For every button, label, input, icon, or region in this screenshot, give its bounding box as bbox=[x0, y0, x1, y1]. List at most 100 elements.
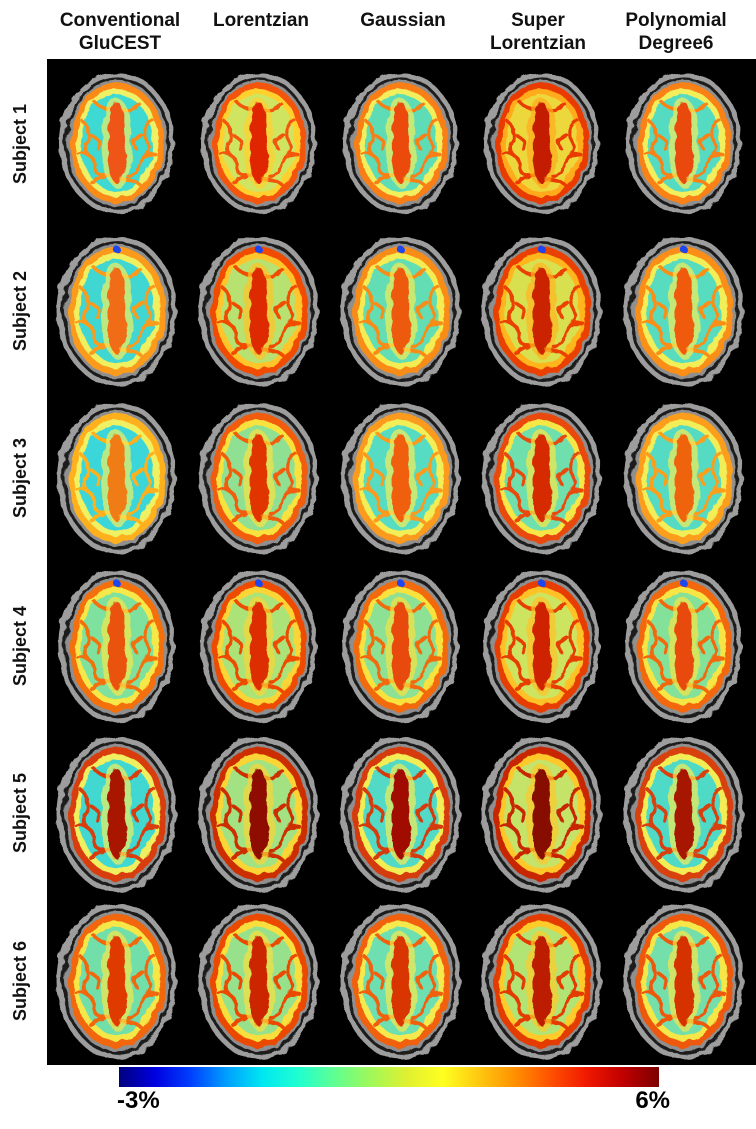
sinus-spot bbox=[680, 579, 688, 587]
row-label-subject-1: Subject 1 bbox=[10, 103, 30, 185]
central-stripe bbox=[391, 434, 410, 523]
column-header-line: GluCEST bbox=[78, 33, 162, 54]
central-stripe bbox=[532, 267, 552, 354]
glucest-map-cell bbox=[188, 394, 331, 562]
row-label-subject-4: Subject 4 bbox=[10, 605, 30, 687]
central-stripe bbox=[391, 267, 410, 354]
brain-map-image bbox=[484, 569, 601, 723]
brain-map-image bbox=[626, 569, 743, 723]
column-header-super-lorentzian: Super Lorentzian bbox=[453, 9, 623, 55]
brain-map-image bbox=[198, 735, 319, 892]
central-stripe bbox=[249, 601, 268, 691]
sinus-spot bbox=[680, 245, 688, 253]
glucest-map-cell bbox=[472, 59, 615, 227]
colorbar-min-label: -3% bbox=[117, 1087, 160, 1114]
column-header-line: Lorentzian bbox=[489, 33, 587, 54]
central-stripe bbox=[532, 935, 552, 1027]
sinus-spot bbox=[255, 579, 263, 587]
glucest-map-cell bbox=[472, 226, 615, 395]
brain-map-image bbox=[198, 903, 319, 1060]
brain-map-image bbox=[624, 402, 744, 555]
brain-map-image bbox=[57, 402, 177, 555]
sinus-spot bbox=[397, 579, 404, 587]
glucest-map-cell bbox=[188, 897, 331, 1065]
glucest-map-cell bbox=[614, 562, 756, 730]
central-stripe bbox=[674, 267, 694, 354]
column-header-conventional-glucest: Conventional GluCEST bbox=[35, 9, 205, 55]
glucest-map-cell bbox=[330, 394, 473, 562]
glucest-map-cell bbox=[614, 59, 756, 227]
central-stripe bbox=[532, 434, 552, 523]
brain-map-image bbox=[340, 903, 461, 1060]
glucest-map-cell bbox=[47, 59, 189, 227]
central-stripe bbox=[391, 101, 410, 184]
central-stripe bbox=[249, 101, 268, 184]
brain-map-image bbox=[483, 402, 602, 555]
central-stripe bbox=[533, 101, 552, 184]
glucest-map-cell bbox=[472, 562, 615, 730]
image-grid-panel bbox=[47, 59, 756, 1065]
brain-map-image bbox=[482, 235, 603, 386]
column-header-line: Degree6 bbox=[638, 33, 714, 54]
glucest-map-cell bbox=[614, 226, 756, 395]
glucest-map-cell bbox=[614, 729, 756, 898]
central-stripe bbox=[107, 267, 127, 354]
brain-map-image bbox=[340, 735, 461, 892]
central-stripe bbox=[107, 434, 127, 523]
central-stripe bbox=[533, 601, 552, 691]
brain-map-image bbox=[58, 569, 175, 723]
row-label-subject-5: Subject 5 bbox=[10, 772, 30, 854]
glucest-map-cell bbox=[472, 729, 615, 898]
central-stripe bbox=[674, 434, 694, 523]
glucest-map-cell bbox=[472, 394, 615, 562]
glucest-map-cell bbox=[330, 729, 473, 898]
column-header-polynomial-degree6: Polynomial Degree6 bbox=[591, 9, 756, 55]
central-stripe bbox=[107, 101, 127, 184]
column-header-lorentzian: Lorentzian bbox=[176, 9, 346, 32]
central-stripe bbox=[391, 768, 410, 859]
brain-map-image bbox=[340, 235, 461, 386]
brain-map-image bbox=[624, 903, 744, 1060]
brain-map-image bbox=[624, 735, 744, 892]
glucest-map-cell bbox=[614, 897, 756, 1065]
column-header-line: Polynomial bbox=[625, 10, 727, 31]
brain-map-image bbox=[198, 235, 319, 386]
brain-map-image bbox=[57, 903, 177, 1060]
central-stripe bbox=[674, 768, 694, 859]
brain-map-image bbox=[341, 402, 460, 555]
brain-map-image bbox=[482, 903, 603, 1060]
brain-map-image bbox=[342, 569, 459, 723]
central-stripe bbox=[249, 935, 269, 1027]
central-stripe bbox=[107, 935, 127, 1027]
column-header-gaussian: Gaussian bbox=[318, 9, 488, 32]
central-stripe bbox=[391, 935, 410, 1027]
column-header-line: Conventional bbox=[59, 10, 181, 31]
colorbar-max-label: 6% bbox=[635, 1087, 670, 1114]
glucest-map-cell bbox=[47, 897, 189, 1065]
sinus-spot bbox=[255, 245, 263, 253]
glucest-map-cell bbox=[188, 59, 331, 227]
central-stripe bbox=[674, 935, 694, 1027]
glucest-map-cell bbox=[47, 562, 189, 730]
central-stripe bbox=[249, 434, 269, 523]
row-label-subject-6: Subject 6 bbox=[10, 940, 30, 1022]
brain-map-image bbox=[343, 72, 458, 214]
glucest-map-cell bbox=[47, 226, 189, 395]
brain-map-image bbox=[482, 735, 603, 892]
sinus-spot bbox=[113, 579, 121, 587]
glucest-map-cell bbox=[188, 226, 331, 395]
glucest-map-cell bbox=[188, 562, 331, 730]
glucest-map-cell bbox=[47, 729, 189, 898]
glucest-map-cell bbox=[472, 897, 615, 1065]
glucest-map-cell bbox=[188, 729, 331, 898]
row-label-subject-3: Subject 3 bbox=[10, 437, 30, 519]
column-header-line: Gaussian bbox=[360, 10, 446, 31]
glucest-map-cell bbox=[330, 226, 473, 395]
glucest-map-cell bbox=[330, 59, 473, 227]
sinus-spot bbox=[538, 579, 546, 587]
sinus-spot bbox=[538, 245, 546, 253]
central-stripe bbox=[532, 768, 552, 859]
brain-map-image bbox=[199, 402, 318, 555]
glucest-map-cell bbox=[614, 394, 756, 562]
central-stripe bbox=[107, 601, 127, 691]
